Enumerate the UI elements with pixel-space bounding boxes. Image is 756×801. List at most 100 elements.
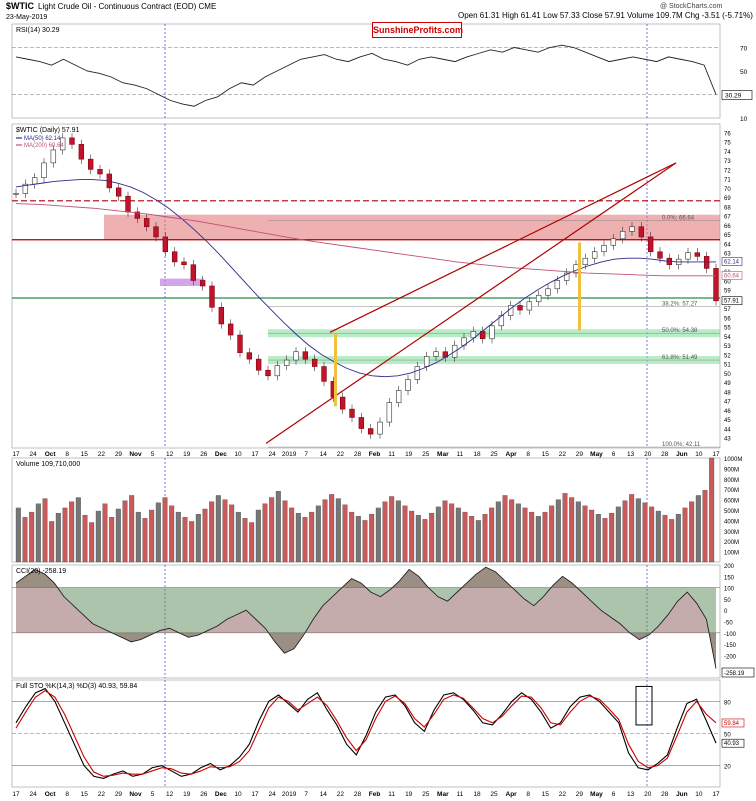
sto-x-tick: 24 xyxy=(29,791,37,798)
candle-body xyxy=(554,280,561,290)
sto-x-tick: 22 xyxy=(337,791,345,798)
volume-bar xyxy=(369,514,375,563)
candle-body xyxy=(22,183,29,194)
volume-bar xyxy=(82,515,88,563)
volume-bar xyxy=(395,500,401,563)
candle-body xyxy=(41,162,47,178)
volume-bar xyxy=(362,520,368,563)
volume-bar xyxy=(282,500,288,563)
volume-bar xyxy=(569,497,575,563)
price-y-tick: 57 xyxy=(724,307,731,313)
candle-body xyxy=(629,226,635,232)
price-x-tick: 11 xyxy=(388,451,395,458)
price-label-text: 57.91 xyxy=(724,299,740,305)
price-y-tick: 64 xyxy=(724,242,731,248)
volume-bar xyxy=(315,505,321,563)
volume-bar xyxy=(682,507,688,563)
volume-bar xyxy=(329,494,335,563)
price-y-tick: 71 xyxy=(724,178,731,184)
sto-x-tick: Mar xyxy=(437,791,449,798)
volume-y-tick: 1000M xyxy=(724,457,742,463)
price-y-tick: 63 xyxy=(724,252,731,258)
price-y-tick: 72 xyxy=(724,168,731,174)
candle-body xyxy=(358,417,365,429)
price-y-tick: 56 xyxy=(724,316,731,322)
price-x-tick: Feb xyxy=(369,451,381,458)
sto-x-tick: May xyxy=(590,791,603,798)
candle-body xyxy=(610,238,617,246)
price-x-tick: 6 xyxy=(612,451,616,458)
candle-body xyxy=(321,366,327,382)
candle-body xyxy=(78,144,85,160)
volume-bar xyxy=(482,514,488,563)
candle-body xyxy=(526,301,533,311)
sto-x-tick: 10 xyxy=(695,791,703,798)
volume-bar xyxy=(49,521,55,563)
price-y-tick: 51 xyxy=(724,363,731,369)
candle-body xyxy=(293,351,299,361)
candle-body xyxy=(619,231,626,240)
price-title: $WTIC (Daily) 57.91 xyxy=(16,127,80,134)
candle-body xyxy=(265,369,271,377)
rsi-value-box xyxy=(721,90,753,100)
volume-bar xyxy=(649,506,655,563)
candle-body xyxy=(69,137,75,145)
price-x-tick: 19 xyxy=(183,451,191,458)
volume-y-tick: 800M xyxy=(724,478,739,484)
volume-bar xyxy=(195,514,201,563)
fib-label: 61.8%: 51.49 xyxy=(662,355,698,361)
candle-body xyxy=(218,306,225,325)
sto-x-tick: 8 xyxy=(65,791,69,798)
volume-bar xyxy=(422,519,428,563)
price-x-tick: 13 xyxy=(627,451,635,458)
candle-body xyxy=(601,244,607,253)
fib-label: 0.0%: 66.64 xyxy=(662,215,695,221)
volume-bar xyxy=(675,514,681,563)
volume-bar xyxy=(95,510,101,563)
sto-x-tick: Nov xyxy=(129,791,142,798)
volume-bar xyxy=(555,499,561,563)
volume-bar xyxy=(515,503,521,563)
volume-bar xyxy=(655,510,661,563)
volume-bar xyxy=(89,522,95,563)
candle-body xyxy=(591,251,598,259)
volume-bar xyxy=(462,511,468,563)
price-y-tick: 44 xyxy=(724,427,731,433)
cci-y-tick: 50 xyxy=(724,598,731,604)
volume-y-tick: 100M xyxy=(724,551,739,557)
legend-label: MA(200) 60.64 xyxy=(24,143,64,149)
price-x-tick: Mar xyxy=(437,451,449,458)
cci-y-tick: 150 xyxy=(724,575,735,581)
highlight-bar xyxy=(334,334,337,407)
price-y-tick: 52 xyxy=(724,353,731,359)
price-x-tick: May xyxy=(590,451,603,458)
candle-body xyxy=(171,251,178,263)
gap-zone-purple xyxy=(160,278,204,286)
sto-highlight-box xyxy=(635,685,653,726)
fib-label: 38.2%: 57.27 xyxy=(662,301,698,307)
cci-value-box xyxy=(721,667,755,678)
candle-body xyxy=(302,351,309,360)
price-y-tick: 45 xyxy=(724,418,731,424)
rsi-title: RSI(14) 30.29 xyxy=(16,27,60,34)
volume-bar xyxy=(15,507,21,563)
sto-x-tick: 28 xyxy=(354,791,362,798)
candle-body xyxy=(181,261,187,266)
candle-body xyxy=(638,226,645,238)
volume-bar xyxy=(182,517,188,563)
volume-bar xyxy=(542,511,548,563)
price-y-tick: 65 xyxy=(724,233,731,239)
candle-body xyxy=(339,396,346,410)
price-x-tick: 10 xyxy=(695,451,703,458)
volume-bar xyxy=(549,505,555,563)
volume-y-tick: 700M xyxy=(724,488,739,494)
volume-y-tick: 400M xyxy=(724,519,739,525)
volume-bar xyxy=(149,509,155,563)
volume-bar xyxy=(22,517,28,563)
candle-body xyxy=(349,408,355,418)
volume-bar xyxy=(162,497,168,563)
sto-x-tick: 6 xyxy=(612,791,616,798)
candle-body xyxy=(377,421,383,435)
volume-bar xyxy=(415,515,421,563)
price-y-tick: 43 xyxy=(724,437,731,443)
